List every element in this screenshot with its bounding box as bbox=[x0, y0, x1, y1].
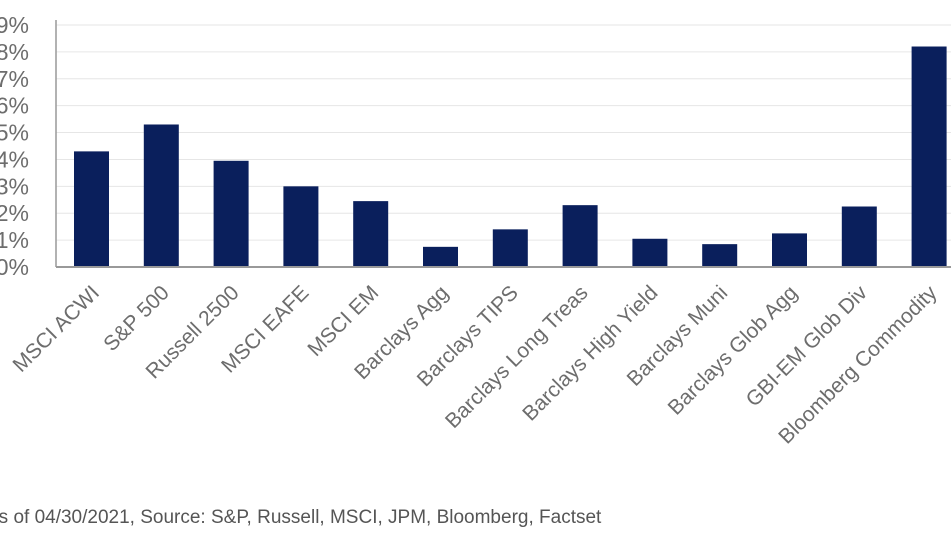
y-tick-label: 4% bbox=[0, 146, 29, 172]
y-tick-labels: 0%1%2%3%4%5%6%7%8%9% bbox=[0, 12, 29, 280]
y-tick-label: 3% bbox=[0, 173, 29, 199]
y-tick-label: 9% bbox=[0, 12, 29, 38]
bar bbox=[632, 238, 668, 267]
bar bbox=[562, 205, 598, 267]
y-tick-label: 2% bbox=[0, 200, 29, 226]
source-footnote: As of 04/30/2021, Source: S&P, Russell, … bbox=[0, 507, 602, 528]
bar bbox=[143, 124, 179, 267]
y-tick-label: 5% bbox=[0, 120, 29, 146]
y-tick-label: 1% bbox=[0, 227, 29, 253]
bar bbox=[702, 244, 738, 267]
bar bbox=[911, 46, 947, 268]
x-tick-label: GBI-EM Glob Div bbox=[742, 281, 872, 411]
bar bbox=[772, 233, 807, 267]
y-tick-label: 0% bbox=[0, 254, 29, 280]
x-tick-label: MSCI ACWI bbox=[9, 281, 104, 376]
x-tick-label: Barclays Glob Agg bbox=[664, 281, 802, 419]
y-tick-label: 7% bbox=[0, 66, 29, 92]
bar bbox=[841, 206, 877, 267]
bar bbox=[213, 160, 249, 267]
x-tick-label: Barclays High Yield bbox=[518, 281, 662, 425]
bar bbox=[74, 151, 109, 267]
y-tick-label: 8% bbox=[0, 39, 29, 65]
bars bbox=[74, 46, 947, 268]
bar bbox=[353, 201, 389, 267]
y-tick-label: 6% bbox=[0, 93, 29, 119]
bar bbox=[283, 186, 319, 267]
bar bbox=[492, 229, 528, 267]
gridlines bbox=[56, 24, 951, 241]
bar bbox=[423, 246, 458, 267]
